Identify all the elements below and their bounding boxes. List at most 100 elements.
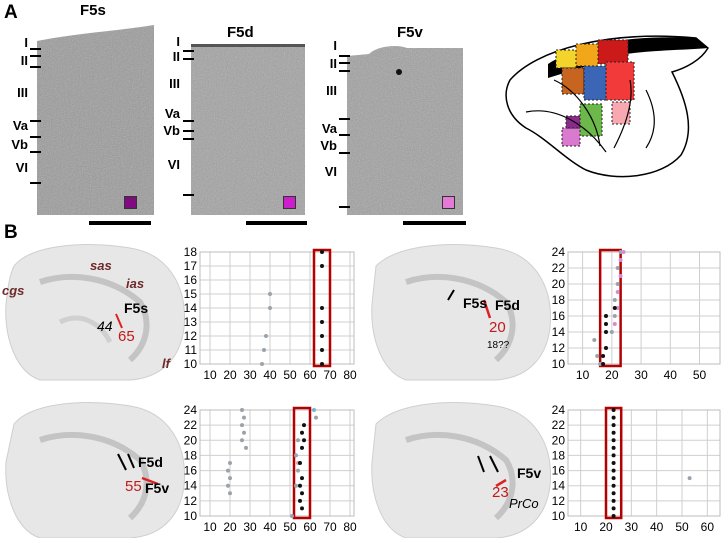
data-point bbox=[611, 408, 616, 412]
layer-tick bbox=[183, 194, 194, 196]
x-tick-label: 40 bbox=[263, 520, 277, 534]
data-point bbox=[612, 314, 617, 318]
y-tick-label: 14 bbox=[184, 479, 198, 493]
data-point bbox=[298, 498, 302, 503]
y-tick-label: 14 bbox=[184, 301, 198, 315]
x-tick-label: 20 bbox=[605, 368, 619, 382]
data-point bbox=[618, 258, 623, 262]
micrograph-f5v bbox=[347, 44, 463, 215]
x-tick-label: 20 bbox=[223, 368, 237, 382]
data-point bbox=[618, 274, 623, 278]
data-point bbox=[611, 430, 616, 435]
region-swatch bbox=[555, 49, 577, 69]
y-tick-label: 18 bbox=[184, 245, 198, 259]
data-point bbox=[264, 334, 268, 338]
data-point bbox=[611, 476, 616, 481]
x-tick-label: 40 bbox=[664, 368, 678, 382]
data-point bbox=[290, 514, 294, 518]
y-tick-label: 20 bbox=[552, 433, 566, 447]
data-point bbox=[615, 266, 620, 270]
data-point bbox=[611, 468, 616, 473]
data-point bbox=[592, 338, 597, 342]
scale-bar bbox=[403, 221, 466, 225]
layer-tick bbox=[339, 152, 350, 154]
area-title-f5d: F5d bbox=[227, 24, 254, 41]
x-tick-label: 10 bbox=[576, 368, 590, 382]
y-tick-label: 10 bbox=[552, 357, 566, 371]
layer-label: VI bbox=[15, 160, 28, 175]
layer-tick bbox=[183, 58, 194, 60]
layer-label: I bbox=[24, 35, 28, 50]
data-point bbox=[609, 330, 614, 334]
annotation: 18?? bbox=[487, 340, 510, 351]
layer-label: II bbox=[20, 53, 28, 68]
slice-number: 44 bbox=[97, 318, 113, 334]
area-label: F5v bbox=[517, 465, 542, 481]
scale-bar bbox=[89, 221, 151, 225]
layer-tick bbox=[30, 151, 41, 153]
data-point bbox=[320, 320, 324, 324]
data-point bbox=[611, 491, 616, 496]
panel-label-a: A bbox=[4, 2, 18, 23]
plot-frame bbox=[199, 409, 355, 517]
sulcus-label: sas bbox=[90, 258, 112, 273]
x-tick-label: 30 bbox=[243, 520, 257, 534]
y-tick-label: 10 bbox=[552, 509, 566, 523]
x-tick-label: 80 bbox=[343, 368, 357, 382]
color-swatch-f5d bbox=[283, 196, 296, 209]
data-point bbox=[268, 306, 272, 310]
layer-label: III bbox=[326, 83, 337, 98]
data-point bbox=[300, 430, 304, 435]
layer-tick bbox=[30, 136, 41, 138]
slice-number: 23 bbox=[492, 484, 509, 501]
data-point bbox=[262, 348, 266, 352]
y-tick-label: 24 bbox=[552, 403, 566, 417]
layer-tick bbox=[183, 50, 194, 52]
depth-chart-2: 10 20 30 40 50 10 12 14 16 18 20 22 24 bbox=[552, 245, 721, 382]
data-point bbox=[296, 438, 300, 443]
area-label: F5d bbox=[138, 454, 163, 470]
data-point bbox=[298, 483, 302, 488]
data-point bbox=[611, 506, 616, 511]
layer-label: Va bbox=[321, 121, 337, 136]
region-swatch bbox=[561, 127, 581, 147]
layer-tick bbox=[30, 182, 41, 184]
slice-2 bbox=[366, 242, 556, 382]
color-swatch-f5v bbox=[442, 196, 455, 209]
slice-4 bbox=[366, 400, 556, 540]
x-tick-label: 40 bbox=[263, 368, 277, 382]
data-point bbox=[242, 415, 246, 420]
x-tick-label: 10 bbox=[203, 368, 217, 382]
data-point bbox=[621, 250, 626, 254]
plot-frame bbox=[567, 409, 721, 517]
data-point bbox=[611, 423, 616, 428]
data-point bbox=[611, 445, 616, 450]
y-tick-label: 16 bbox=[184, 273, 198, 287]
data-point bbox=[612, 322, 617, 326]
data-point bbox=[611, 483, 616, 488]
data-point bbox=[240, 438, 244, 443]
data-point bbox=[612, 306, 617, 310]
highlight-box bbox=[292, 406, 312, 520]
region-swatch bbox=[575, 43, 599, 67]
y-tick-label: 14 bbox=[552, 479, 566, 493]
data-point bbox=[604, 322, 608, 326]
data-point bbox=[302, 423, 306, 428]
micrograph-f5s bbox=[37, 13, 154, 215]
data-point bbox=[615, 290, 620, 294]
data-point bbox=[612, 298, 617, 302]
slice-number: 65 bbox=[118, 328, 135, 345]
y-tick-label: 17 bbox=[184, 259, 198, 273]
data-point bbox=[268, 292, 272, 296]
data-point bbox=[611, 438, 616, 443]
sulcus-label: cgs bbox=[2, 283, 25, 298]
color-swatch-f5s bbox=[124, 196, 137, 209]
highlight-box bbox=[598, 248, 622, 368]
y-tick-label: 10 bbox=[184, 357, 198, 371]
y-tick-label: 12 bbox=[184, 494, 198, 508]
data-point bbox=[300, 491, 304, 496]
data-point bbox=[300, 445, 304, 450]
data-point bbox=[615, 306, 620, 310]
y-tick-label: 13 bbox=[184, 315, 198, 329]
